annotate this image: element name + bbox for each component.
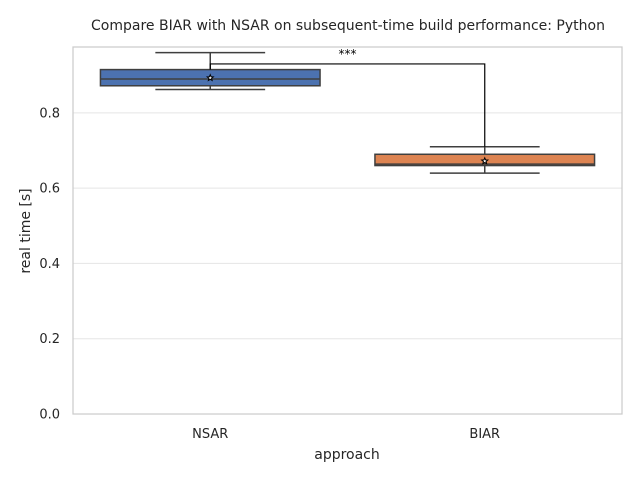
- significance-bracket: [209, 63, 486, 147]
- plot-frame: [72, 46, 623, 415]
- y-tick-label: 0.0: [39, 408, 60, 423]
- grid: [73, 112, 622, 340]
- chart-title: Compare BIAR with NSAR on subsequent-tim…: [91, 18, 605, 34]
- y-tick-label: 0.4: [39, 257, 60, 272]
- significance-annotation: ***: [209, 47, 486, 147]
- y-tick-label: 0.8: [39, 106, 60, 121]
- x-tick-label: BIAR: [469, 427, 500, 442]
- y-axis-label: real time [s]: [18, 188, 34, 273]
- x-tick-label: NSAR: [192, 427, 228, 442]
- x-axis-label: approach: [314, 447, 380, 463]
- y-axis-ticks: 0.0 0.2 0.4 0.6 0.8: [39, 106, 60, 422]
- mean-marker: [480, 156, 490, 165]
- boxes: [99, 51, 596, 174]
- y-tick-label: 0.6: [39, 182, 60, 197]
- y-tick-label: 0.2: [39, 332, 60, 347]
- significance-label: ***: [339, 47, 357, 61]
- box-group: [374, 145, 596, 174]
- mean-marker: [205, 73, 215, 82]
- x-axis-ticks: NSAR BIAR: [192, 427, 500, 442]
- box-group: [99, 51, 321, 91]
